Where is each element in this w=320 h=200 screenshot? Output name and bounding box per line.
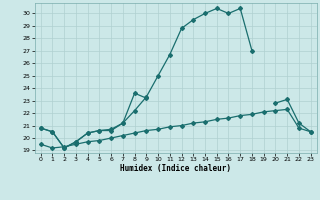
X-axis label: Humidex (Indice chaleur): Humidex (Indice chaleur) [120,164,231,173]
